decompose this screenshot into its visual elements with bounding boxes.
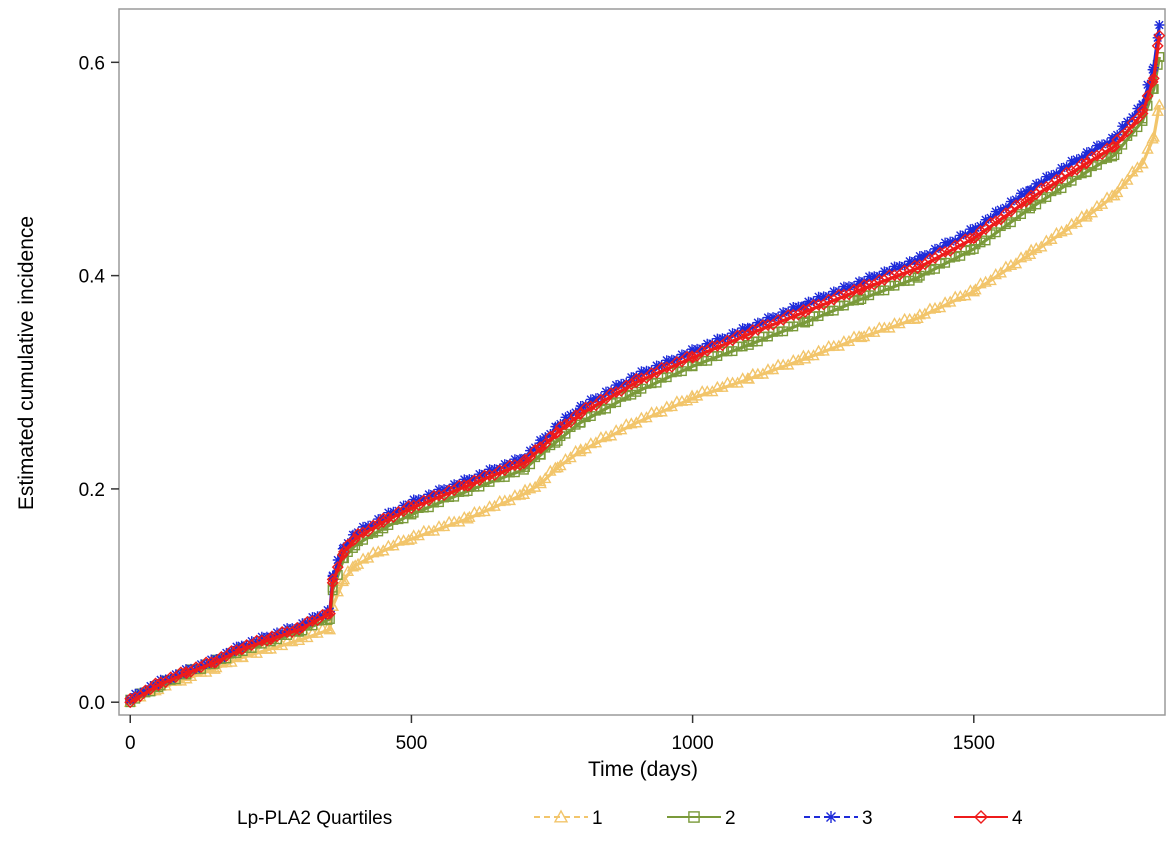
series-3 bbox=[125, 20, 1164, 705]
x-tick-label: 1500 bbox=[953, 733, 995, 754]
legend-entry-1: 1 bbox=[532, 803, 622, 833]
series-1 bbox=[125, 100, 1164, 706]
legend-entry-2: 2 bbox=[665, 803, 755, 833]
y-tick-label: 0.2 bbox=[79, 480, 105, 501]
y-tick-label: 0.4 bbox=[79, 267, 106, 288]
series-line bbox=[130, 105, 1159, 702]
x-tick-label: 500 bbox=[396, 733, 428, 754]
x-tick-label: 0 bbox=[125, 733, 136, 754]
legend-title: Lp-PLA2 Quartiles bbox=[237, 808, 392, 830]
x-tick-label: 1000 bbox=[671, 733, 713, 754]
legend-label-3: 3 bbox=[862, 808, 873, 830]
axis-layer: 0 500 1000 1500 0.0 0.2 0.4 0.6 bbox=[79, 53, 995, 754]
y-tick-label: 0.0 bbox=[79, 693, 105, 714]
legend-label-2: 2 bbox=[725, 808, 736, 830]
legend-marker-asterisk-icon bbox=[825, 811, 837, 823]
x-axis-label: Time (days) bbox=[588, 758, 698, 781]
legend-label-4: 4 bbox=[1012, 808, 1023, 830]
legend-entry-4: 4 bbox=[952, 803, 1042, 833]
legend: Lp-PLA2 Quartiles 1 2 3 4 bbox=[0, 800, 1168, 840]
legend-marker bbox=[825, 811, 837, 823]
legend-entry-3: 3 bbox=[802, 803, 892, 833]
legend-label-1: 1 bbox=[592, 808, 603, 830]
y-tick-label: 0.6 bbox=[79, 53, 105, 74]
series-layer bbox=[125, 20, 1164, 707]
plot-frame bbox=[119, 9, 1165, 715]
y-axis-label: Estimated cumulative incidence bbox=[15, 216, 38, 510]
series-line bbox=[130, 25, 1159, 700]
data-point bbox=[1154, 20, 1164, 30]
